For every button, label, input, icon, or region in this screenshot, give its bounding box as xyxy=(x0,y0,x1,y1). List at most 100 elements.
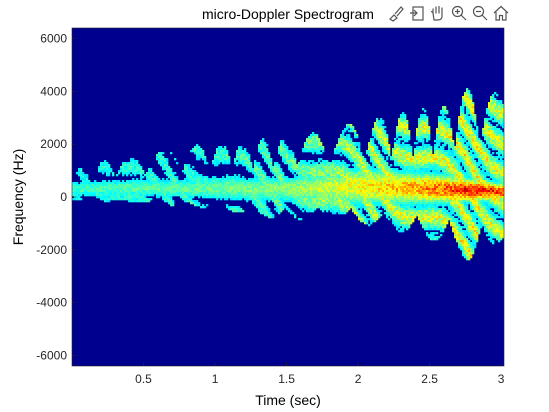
heatmap-cell xyxy=(314,180,317,183)
heatmap-cell xyxy=(424,204,427,207)
heatmap-cell xyxy=(388,148,391,151)
heatmap-cell xyxy=(430,158,433,161)
heatmap-cell xyxy=(424,160,427,163)
heatmap-cell xyxy=(422,124,425,127)
heatmap-cell xyxy=(420,116,423,119)
heatmap-cell xyxy=(170,194,173,197)
heatmap-cell xyxy=(432,164,435,167)
heatmap-cell xyxy=(384,186,387,189)
heatmap-cell xyxy=(426,126,429,129)
heatmap-cell xyxy=(320,144,323,147)
heatmap-cell xyxy=(444,116,447,119)
heatmap-cell xyxy=(336,210,339,213)
heatmap-cell xyxy=(428,174,431,177)
heatmap-cell xyxy=(224,196,227,199)
heatmap-cell xyxy=(290,166,293,169)
heatmap-cell xyxy=(188,176,191,179)
heatmap-cell xyxy=(366,188,369,191)
heatmap-cell xyxy=(192,178,195,181)
heatmap-cell xyxy=(276,196,279,199)
heatmap-cell xyxy=(426,172,429,175)
heatmap-cell xyxy=(198,156,201,159)
heatmap-cell xyxy=(384,194,387,197)
heatmap-cell xyxy=(442,194,445,197)
heatmap-cell xyxy=(318,142,321,145)
heatmap-cell xyxy=(310,164,313,167)
heatmap-cell xyxy=(446,112,449,115)
heatmap-cell xyxy=(404,124,407,127)
heatmap-cell xyxy=(378,124,381,127)
heatmap-cell xyxy=(408,162,411,165)
heatmap-cell xyxy=(172,188,175,191)
heatmap-cell xyxy=(442,196,445,199)
heatmap-cell xyxy=(394,176,397,179)
heatmap-cell xyxy=(228,184,231,187)
heatmap-cell xyxy=(438,210,441,213)
heatmap-cell xyxy=(244,152,247,155)
heatmap-cell xyxy=(400,148,403,151)
heatmap-cell xyxy=(312,174,315,177)
heatmap-cell xyxy=(266,194,269,197)
heatmap-cell xyxy=(126,182,129,185)
heatmap-cell xyxy=(98,182,101,185)
heatmap-cell xyxy=(278,192,281,195)
heatmap-cell xyxy=(266,148,269,151)
heatmap-cell xyxy=(254,200,257,203)
heatmap-cell xyxy=(360,198,363,201)
heatmap-cell xyxy=(328,190,331,193)
heatmap-cell xyxy=(312,190,315,193)
heatmap-cell xyxy=(374,184,377,187)
heatmap-cell xyxy=(392,184,395,187)
heatmap-cell xyxy=(406,178,409,181)
heatmap-cell xyxy=(342,138,345,141)
heatmap-cell xyxy=(136,180,139,183)
heatmap-cell xyxy=(440,154,443,157)
heatmap-cell xyxy=(314,136,317,139)
heatmap-cell xyxy=(414,184,417,187)
heatmap-cell xyxy=(194,200,197,203)
heatmap-cell xyxy=(300,168,303,171)
heatmap-cell xyxy=(448,146,451,149)
heatmap-cell xyxy=(316,138,319,141)
heatmap-cell xyxy=(218,158,221,161)
heatmap-cell xyxy=(192,186,195,189)
heatmap-cell xyxy=(182,188,185,191)
heatmap-cell xyxy=(292,188,295,191)
heatmap-cell xyxy=(282,178,285,181)
heatmap-cell xyxy=(148,170,151,173)
heatmap-cell xyxy=(166,178,169,181)
heatmap-cell xyxy=(288,178,291,181)
heatmap-cell xyxy=(318,164,321,167)
heatmap-cell xyxy=(258,168,261,171)
heatmap-cell xyxy=(436,182,439,185)
heatmap-cell xyxy=(186,164,189,167)
heatmap-cell xyxy=(78,174,81,177)
heatmap-cell xyxy=(104,198,107,201)
heatmap-cell xyxy=(380,210,383,213)
heatmap-cell xyxy=(274,196,277,199)
heatmap-cell xyxy=(210,184,213,187)
heatmap-cell xyxy=(192,166,195,169)
heatmap-cell xyxy=(406,160,409,163)
heatmap-cell xyxy=(338,142,341,145)
heatmap-cell xyxy=(344,144,347,147)
heatmap-cell xyxy=(442,158,445,161)
heatmap-cell xyxy=(392,212,395,215)
heatmap-cell xyxy=(404,126,407,129)
heatmap-cell xyxy=(130,164,133,167)
heatmap-cell xyxy=(264,200,267,203)
heatmap-cell xyxy=(324,208,327,211)
heatmap-cell xyxy=(338,174,341,177)
heatmap-cell xyxy=(438,150,441,153)
heatmap-cell xyxy=(258,208,261,211)
heatmap-cell xyxy=(426,202,429,205)
heatmap-cell xyxy=(188,188,191,191)
heatmap-cell xyxy=(280,144,283,147)
heatmap-cell xyxy=(418,162,421,165)
heatmap-cell xyxy=(362,190,365,193)
heatmap-cell xyxy=(236,152,239,155)
heatmap-cell xyxy=(258,198,261,201)
heatmap-cell xyxy=(414,204,417,207)
heatmap-cell xyxy=(266,160,269,163)
heatmap-cell xyxy=(414,166,417,169)
